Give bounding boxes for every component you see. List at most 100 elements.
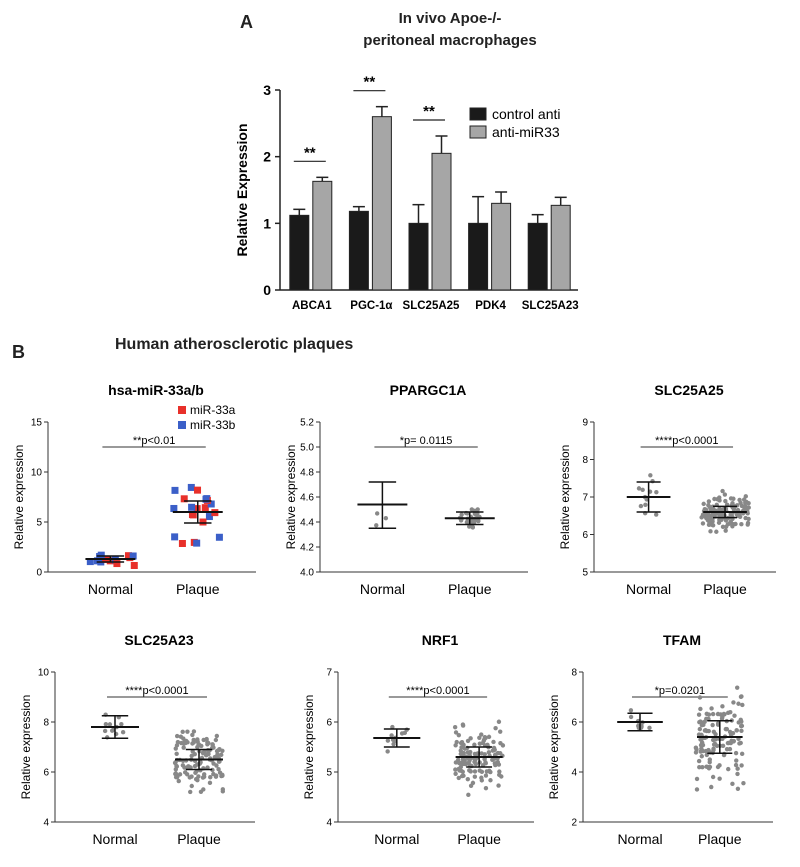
data-point <box>486 734 492 740</box>
panel-a-title-line1: In vivo Apoe-/- <box>398 10 502 27</box>
y-tick-label: 8 <box>43 718 49 729</box>
data-point <box>215 533 223 541</box>
data-point <box>201 504 209 512</box>
dot-plot-slc25a23: SLC25A23 4 6 8 10 Relative expression Normal Pl… <box>19 632 255 847</box>
data-point <box>731 700 736 705</box>
data-point <box>697 726 703 732</box>
data-point <box>124 552 132 560</box>
x-tick-label: PGC-1α <box>350 300 392 312</box>
data-point <box>480 740 486 746</box>
data-point <box>220 787 226 792</box>
y-tick-label: 3 <box>263 82 271 98</box>
data-point <box>744 499 749 505</box>
data-point <box>706 747 711 753</box>
data-point <box>499 774 504 779</box>
data-point <box>193 770 198 776</box>
data-point <box>710 504 715 509</box>
data-point <box>180 763 186 768</box>
y-tick-label: 4 <box>571 768 577 779</box>
data-point <box>723 528 728 533</box>
data-point <box>719 517 724 523</box>
data-point <box>710 711 716 717</box>
data-point <box>491 745 497 751</box>
x-tick-label: Normal <box>360 581 405 597</box>
data-point <box>196 774 201 779</box>
y-tick-label: 4.2 <box>300 543 314 554</box>
data-point <box>472 774 478 779</box>
data-point <box>706 499 712 504</box>
legend-swatch <box>469 125 487 139</box>
data-point <box>205 513 213 521</box>
x-tick-label: Plaque <box>448 581 492 597</box>
data-point <box>188 510 196 518</box>
dot-plot-slc25a25: SLC25A25 5 6 7 8 9 Relative expression Normal Pl… <box>558 382 776 597</box>
data-point <box>488 778 493 783</box>
data-point <box>699 722 705 728</box>
y-axis-label: Relative Expression <box>234 123 250 256</box>
legend-label: control anti <box>492 106 560 122</box>
data-point <box>628 708 634 713</box>
data-point <box>703 728 708 733</box>
data-point <box>740 702 745 708</box>
data-point <box>702 506 708 512</box>
data-point <box>647 725 652 731</box>
data-point <box>697 695 703 700</box>
bar <box>527 222 548 291</box>
data-point <box>383 515 389 521</box>
data-point <box>213 773 219 778</box>
y-tick-label: 4.8 <box>300 468 314 479</box>
data-point <box>727 521 732 526</box>
data-point <box>483 773 489 778</box>
data-point <box>464 519 470 525</box>
x-tick-label: ABCA1 <box>292 300 332 312</box>
data-point <box>715 764 721 770</box>
data-point <box>465 776 471 782</box>
data-point <box>709 706 714 711</box>
data-point <box>713 732 718 737</box>
data-point <box>470 525 475 530</box>
p-value-annotation: *p=0.0201 <box>655 685 705 697</box>
data-point <box>456 766 461 772</box>
data-point <box>204 752 209 758</box>
data-point <box>711 746 716 751</box>
data-point <box>699 515 704 520</box>
y-tick-label: 4.4 <box>300 518 314 529</box>
y-tick-label: 6 <box>43 768 49 779</box>
data-point <box>696 758 702 764</box>
data-point <box>696 712 702 717</box>
data-point <box>220 748 225 754</box>
data-point <box>482 735 488 740</box>
data-point <box>707 757 713 762</box>
data-point <box>216 767 221 772</box>
y-tick-label: 5 <box>326 768 332 779</box>
bar-chart-panel-a: 0 1 2 3 Relative Expression ABCA1 PGC-1α SLC25A… <box>234 74 579 312</box>
x-tick-label: Normal <box>88 581 133 597</box>
data-point <box>648 473 653 478</box>
data-point <box>482 752 487 757</box>
data-point <box>174 733 180 739</box>
data-point <box>474 513 480 518</box>
panel-b-title: Human atherosclerotic plaques <box>115 336 354 353</box>
data-point <box>739 763 744 768</box>
data-point <box>712 496 717 502</box>
scatter-charts-panel-b: hsa-miR-33a/b 0 5 10 15 Relative expression No… <box>12 382 776 847</box>
data-point <box>174 764 180 769</box>
data-point <box>717 495 722 500</box>
data-point <box>721 711 727 717</box>
data-point <box>491 739 496 745</box>
dot-plot-hsa-mir-33a-b: hsa-miR-33a/b 0 5 10 15 Relative expression No… <box>12 382 256 597</box>
data-point <box>731 496 736 501</box>
y-tick-label: 4 <box>43 818 49 829</box>
data-point <box>706 712 712 717</box>
data-point <box>694 787 700 792</box>
plot-title: SLC25A23 <box>124 632 193 648</box>
data-point <box>111 556 119 564</box>
dot-plot-tfam: TFAM 2 4 6 8 Relative expression Normal Plaque *… <box>547 632 773 847</box>
y-axis-label: Relative expression <box>547 695 561 800</box>
data-point <box>173 746 178 751</box>
y-tick-label: 0 <box>36 568 42 579</box>
data-point <box>694 776 700 782</box>
data-point <box>700 521 706 526</box>
data-point <box>471 520 477 525</box>
y-tick-label: 6 <box>571 718 577 729</box>
